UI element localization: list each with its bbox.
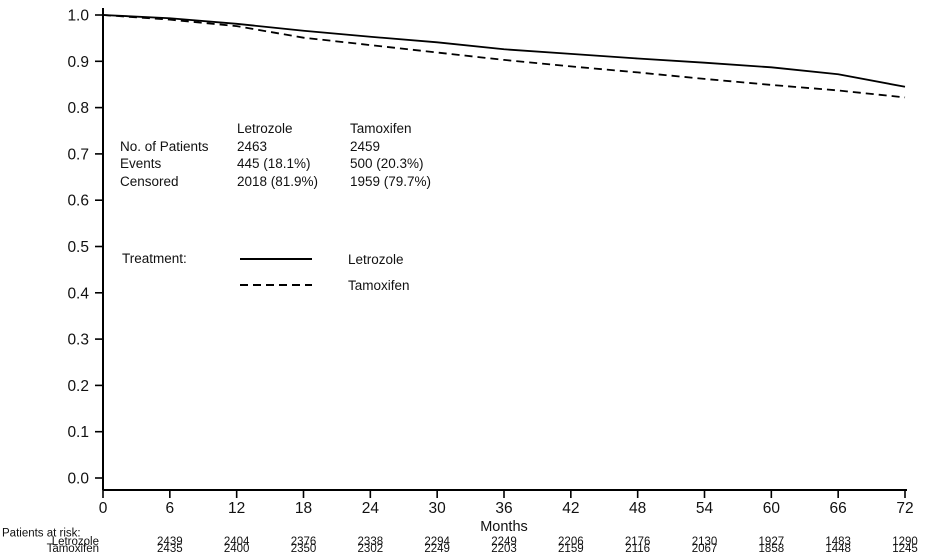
at-risk-count: 2176 — [625, 536, 651, 548]
dashed-line-sample-icon — [240, 284, 312, 286]
legend-title: Treatment: — [122, 251, 187, 266]
at-risk-count: 2159 — [558, 543, 584, 552]
y-tick-label: 0.1 — [67, 424, 89, 441]
y-tick-label: 0.8 — [67, 100, 89, 117]
x-tick-label: 30 — [429, 500, 447, 517]
x-tick-label: 6 — [166, 500, 175, 517]
inset-row-label: No. of Patients — [120, 138, 209, 154]
inset-value-tamoxifen: 500 (20.3%) — [350, 156, 424, 171]
series-letrozole-line — [102, 14, 906, 88]
inset-row-label: Events — [120, 156, 162, 171]
y-tick-label: 0.3 — [67, 332, 89, 349]
inset-row-censored: Censored 2018 (81.9%) 1959 (79.7%) — [120, 173, 431, 191]
x-tick-label: 48 — [629, 500, 646, 517]
legend-entries: Letrozole Tamoxifen — [240, 246, 410, 298]
at-risk-count: 2203 — [491, 543, 517, 552]
at-risk-count: 2130 — [692, 536, 718, 548]
inset-row-patients: No. of Patients 2463 2459 — [120, 138, 431, 156]
at-risk-count: 2206 — [558, 536, 584, 548]
x-tick-label: 0 — [99, 500, 108, 517]
at-risk-count: 2249 — [491, 536, 517, 548]
inset-row-label: Censored — [120, 173, 179, 189]
solid-line-sample-icon — [240, 258, 312, 260]
x-tick-label: 36 — [495, 500, 512, 517]
legend-entry-letrozole: Letrozole — [240, 246, 410, 272]
inset-stats-table: Letrozole Tamoxifen No. of Patients 2463… — [120, 120, 431, 190]
y-tick-label: 0.7 — [67, 146, 89, 163]
at-risk-row-label-letrozole: Letrozole — [52, 536, 99, 548]
x-tick-label: 72 — [896, 500, 913, 517]
at-risk-title: Patients at risk: — [2, 528, 81, 540]
x-tick-label: 24 — [362, 500, 380, 517]
inset-stats-grid: Letrozole Tamoxifen No. of Patients 2463… — [120, 120, 431, 190]
x-axis-title: Months — [480, 519, 528, 535]
at-risk-count: 2404 — [224, 536, 250, 548]
at-risk-count: 2249 — [424, 543, 450, 552]
y-tick-label: 0.6 — [67, 193, 89, 210]
series-tamoxifen-line — [102, 14, 906, 99]
at-risk-count: 2400 — [224, 543, 250, 552]
y-tick-label: 1.0 — [67, 8, 89, 25]
at-risk-count: 2302 — [358, 543, 384, 552]
inset-value-letrozole: 445 (18.1%) — [237, 156, 311, 171]
at-risk-count: 1448 — [825, 543, 851, 552]
legend-entry-label: Letrozole — [348, 251, 404, 267]
x-tick-label: 60 — [763, 500, 781, 517]
y-tick-label: 0.2 — [67, 378, 89, 395]
at-risk-count: 2435 — [157, 543, 183, 552]
inset-row-events: Events 445 (18.1%) 500 (20.3%) — [120, 155, 431, 173]
x-tick-label: 54 — [696, 500, 714, 517]
at-risk-count: 1245 — [892, 543, 918, 552]
legend-entry-tamoxifen: Tamoxifen — [240, 272, 410, 298]
at-risk-count: 2067 — [692, 543, 718, 552]
at-risk-count: 2338 — [358, 536, 384, 548]
inset-value-letrozole: 2463 — [237, 138, 268, 154]
inset-value-letrozole: 2018 (81.9%) — [237, 173, 319, 189]
at-risk-count: 1927 — [759, 536, 785, 548]
at-risk-count: 2116 — [625, 543, 650, 552]
y-tick-label: 0.4 — [67, 285, 89, 302]
x-tick-label: 66 — [830, 500, 847, 517]
inset-header-row: Letrozole Tamoxifen — [120, 120, 431, 138]
x-tick-label: 12 — [228, 500, 245, 517]
inset-col-header-letrozole: Letrozole — [237, 121, 293, 136]
y-tick-label: 0.5 — [67, 239, 89, 256]
treatment-legend: Treatment: Letrozole Tamoxifen — [122, 246, 410, 298]
x-tick-label: 18 — [295, 500, 312, 517]
at-risk-count: 2294 — [424, 536, 450, 548]
inset-value-tamoxifen: 1959 (79.7%) — [350, 173, 432, 189]
at-risk-count: 1290 — [892, 536, 918, 548]
at-risk-row-label-tamoxifen: Tamoxifen — [47, 543, 99, 552]
y-tick-label: 0.0 — [67, 471, 89, 488]
at-risk-count: 1483 — [825, 536, 851, 548]
x-tick-label: 42 — [562, 500, 579, 517]
y-tick-label: 0.9 — [67, 54, 89, 71]
at-risk-count: 2376 — [291, 536, 317, 548]
inset-value-tamoxifen: 2459 — [350, 138, 381, 154]
at-risk-count: 2350 — [291, 543, 317, 552]
legend-entry-label: Tamoxifen — [348, 277, 410, 293]
inset-col-header-tamoxifen: Tamoxifen — [350, 121, 412, 136]
inset-corner-cell — [120, 120, 237, 138]
at-risk-count: 2439 — [157, 536, 183, 548]
at-risk-count: 1858 — [759, 543, 785, 552]
